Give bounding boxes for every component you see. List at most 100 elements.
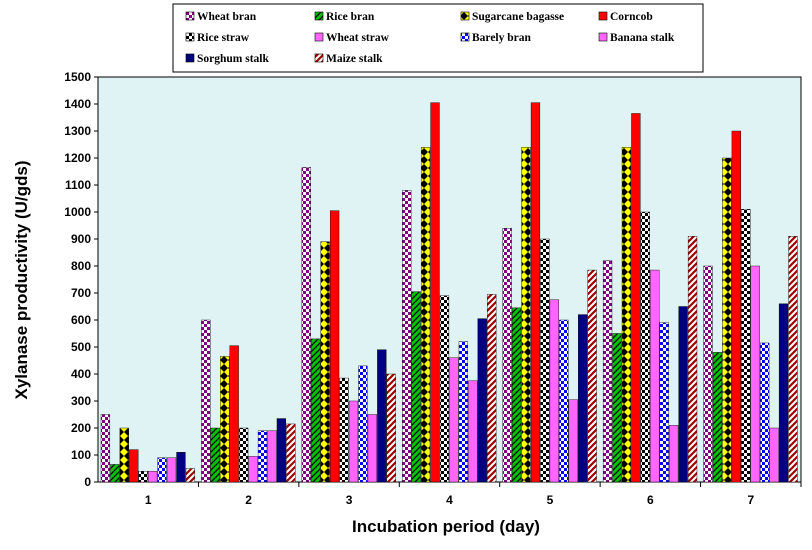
legend-label: Barely bran [472,32,531,44]
bar-barely-bran-day-7 [760,342,770,483]
x-tick-label: 3 [346,493,353,507]
y-tick-label: 100 [71,448,91,462]
bar-barely-bran-day-1 [157,457,167,483]
bar-sorghum-stalk-day-4 [477,318,487,483]
bar-barely-bran-day-2 [257,430,268,483]
y-tick-label: 1500 [64,70,91,84]
bar-rice-bran-day-2 [210,427,220,483]
bar-maize-stalk-day-1 [185,468,196,483]
bar-wheat-straw-day-5 [549,299,559,483]
bar-maize-stalk-day-4 [487,294,497,483]
bar-wheat-straw-day-2 [248,456,258,483]
bar-wheat-bran-day-6 [602,260,613,483]
bar-wheat-bran-day-4 [402,190,412,483]
bar-banana-stalk-day-3 [367,414,378,483]
y-tick-label: 1100 [65,178,91,192]
legend-swatch [314,53,324,63]
bar-corncob-day-4 [430,102,440,483]
legend-swatch [460,11,470,21]
bar-sorghum-stalk-day-6 [678,306,688,483]
bar-banana-stalk-day-7 [769,427,779,483]
bar-maize-stalk-day-6 [687,236,698,483]
bar-banana-stalk-day-1 [166,457,177,483]
bar-rice-straw-day-7 [741,209,751,483]
legend: Wheat bran Rice bran Sugarcane bagasse Corn… [185,11,675,65]
x-tick-label: 7 [747,493,754,507]
y-tick-label: 1000 [64,205,91,219]
x-tick-label: 4 [446,493,453,507]
bar-rice-bran-day-7 [712,352,723,483]
bar-sugarcane-bagasse-day-1 [119,427,129,483]
bar-rice-straw-day-3 [339,377,349,483]
bar-wheat-bran-day-7 [703,265,713,483]
bar-sorghum-stalk-day-2 [276,418,287,483]
y-tick-label: 1200 [64,151,91,165]
bar-corncob-day-2 [229,345,239,483]
bar-wheat-straw-day-6 [650,269,660,483]
bar-sugarcane-bagasse-day-2 [220,356,230,483]
bar-sugarcane-bagasse-day-5 [521,146,531,483]
bar-banana-stalk-day-4 [468,380,478,483]
bar-rice-straw-day-4 [439,295,450,483]
bar-maize-stalk-day-5 [587,269,597,483]
bar-maize-stalk-day-3 [386,373,396,483]
bar-sugarcane-bagasse-day-7 [722,157,732,483]
legend-swatch [185,32,195,42]
y-axis-title: Xylanase productivity (U/gds) [12,161,31,400]
bar-rice-bran-day-1 [110,464,120,483]
bar-wheat-straw-day-3 [348,400,359,483]
bar-banana-stalk-day-5 [568,399,578,483]
bar-barely-bran-day-4 [458,341,468,483]
legend-swatch [185,53,195,63]
legend-label: Banana stalk [610,32,675,44]
bar-maize-stalk-day-7 [788,236,798,483]
bar-sugarcane-bagasse-day-6 [621,146,632,483]
y-tick-label: 900 [71,232,91,246]
bar-sorghum-stalk-day-5 [578,314,588,483]
bar-rice-bran-day-6 [612,333,622,483]
bars-group [100,102,798,483]
bar-banana-stalk-day-6 [669,425,679,483]
bar-corncob-day-1 [129,449,139,483]
bar-wheat-straw-day-4 [449,357,459,483]
bar-rice-straw-day-1 [138,471,148,483]
bar-barely-bran-day-3 [358,365,368,483]
y-tick-label: 600 [71,313,91,327]
y-tick-label: 700 [71,286,91,300]
bar-corncob-day-3 [329,210,340,483]
x-tick-labels: 1 2 3 4 5 6 7 [145,493,755,507]
legend-label: Sugarcane bagasse [472,11,564,23]
legend-swatch [314,11,324,21]
y-tick-label: 400 [71,367,91,381]
bar-wheat-bran-day-1 [100,414,111,483]
x-tick-label: 1 [145,493,152,507]
bar-sugarcane-bagasse-day-3 [320,241,330,483]
bar-wheat-straw-day-1 [148,471,158,483]
legend-swatch [185,11,195,21]
y-tick-label: 200 [71,421,91,435]
legend-swatch [598,11,608,21]
bar-rice-bran-day-5 [511,307,522,483]
axes-group [94,76,802,487]
legend-swatch [460,32,470,42]
bar-maize-stalk-day-2 [286,423,296,483]
legend-label: Corncob [610,11,653,23]
legend-label: Maize stalk [326,53,383,65]
bar-rice-bran-day-3 [311,338,321,483]
bar-rice-bran-day-4 [411,291,421,483]
x-tick-label: 5 [547,493,554,507]
legend-label: Rice bran [326,11,375,23]
y-tick-label: 800 [71,259,91,273]
y-tick-labels: 0 100 200 300 400 500 600 700 800 900 1000 1100 1200… [64,70,91,489]
legend-label: Wheat bran [197,11,257,23]
legend-box [172,3,704,73]
legend-label: Sorghum stalk [197,53,269,65]
bar-sugarcane-bagasse-day-4 [420,146,431,483]
bar-corncob-day-5 [530,102,541,483]
bar-rice-straw-day-5 [540,238,550,483]
y-tick-label: 500 [71,340,91,354]
legend-label: Rice straw [197,32,250,44]
bar-rice-straw-day-6 [640,211,650,483]
legend-swatch [314,32,324,42]
y-tick-label: 300 [71,394,91,408]
